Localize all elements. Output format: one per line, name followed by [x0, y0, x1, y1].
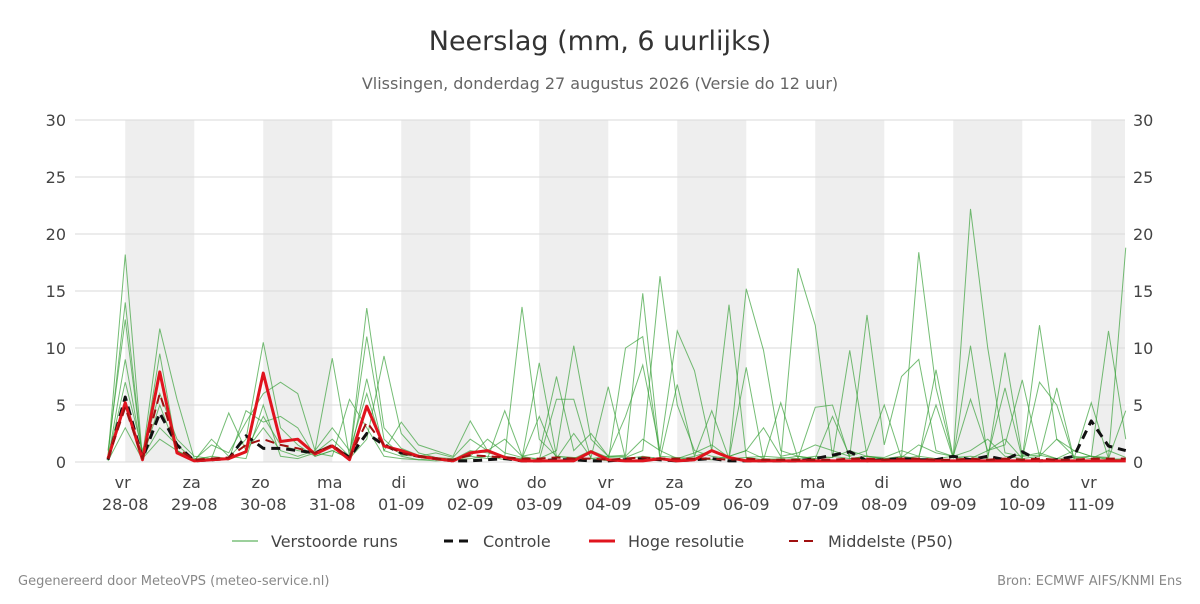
x-tick-label: ma 31-08	[309, 473, 356, 514]
y2-tick-label: 20	[1133, 225, 1153, 244]
y-tick-label: 5	[56, 396, 66, 415]
x-tick-label: wo 02-09	[447, 473, 494, 514]
y2-tick-label: 15	[1133, 282, 1153, 301]
y2-tick-label: 25	[1133, 168, 1153, 187]
legend: Verstoorde runs Controle Hoge resolutie Mid…	[232, 532, 953, 551]
y-tick-label: 15	[46, 282, 66, 301]
y-tick-label: 0	[56, 453, 66, 472]
legend-label: Middelste (P50)	[828, 532, 953, 551]
x-tick-label: ma 07-09	[792, 473, 839, 514]
x-tick-label: vr 04-09	[585, 473, 632, 514]
axis-labels: vr 28-08 za 29-08 zo 30-08 ma 31-08 di 01-09…	[46, 111, 1154, 514]
chart-subtitle: Vlissingen, donderdag 27 augustus 2026 (…	[362, 74, 838, 93]
x-tick-label: vr 11-09	[1068, 473, 1115, 514]
series-line	[106, 395, 1127, 463]
y2-tick-label: 0	[1133, 453, 1143, 472]
x-tick-label: vr 28-08	[102, 473, 149, 514]
footer-right: Bron: ECMWF AIFS/KNMI Ens	[997, 574, 1182, 589]
x-tick-label: zo 06-09	[723, 473, 770, 514]
ensemble-line	[107, 208, 1126, 461]
x-tick-label: do 03-09	[516, 473, 563, 514]
legend-label: Controle	[483, 532, 551, 551]
series-line	[107, 392, 1126, 461]
plot-lines	[106, 208, 1127, 463]
x-tick-label: za 29-08	[171, 473, 218, 514]
x-tick-label: do 10-09	[999, 473, 1046, 514]
x-tick-label: di 01-09	[378, 473, 425, 514]
y2-tick-label: 30	[1133, 111, 1153, 130]
y-tick-label: 20	[46, 225, 66, 244]
legend-label: Verstoorde runs	[271, 532, 398, 551]
y2-tick-label: 5	[1133, 396, 1143, 415]
x-tick-label: wo 09-09	[930, 473, 977, 514]
x-tick-label: za 05-09	[654, 473, 701, 514]
x-tick-label: zo 30-08	[240, 473, 287, 514]
chart-title: Neerslag (mm, 6 uurlijks)	[429, 26, 771, 57]
y-tick-label: 30	[46, 111, 66, 130]
y-tick-label: 25	[46, 168, 66, 187]
series-line	[106, 370, 1126, 463]
footer-left: Gegenereerd door MeteoVPS (meteo-service…	[18, 574, 329, 589]
x-tick-label: di 08-09	[861, 473, 908, 514]
legend-label: Hoge resolutie	[628, 532, 744, 551]
y-tick-label: 10	[46, 339, 66, 358]
y2-tick-label: 10	[1133, 339, 1153, 358]
